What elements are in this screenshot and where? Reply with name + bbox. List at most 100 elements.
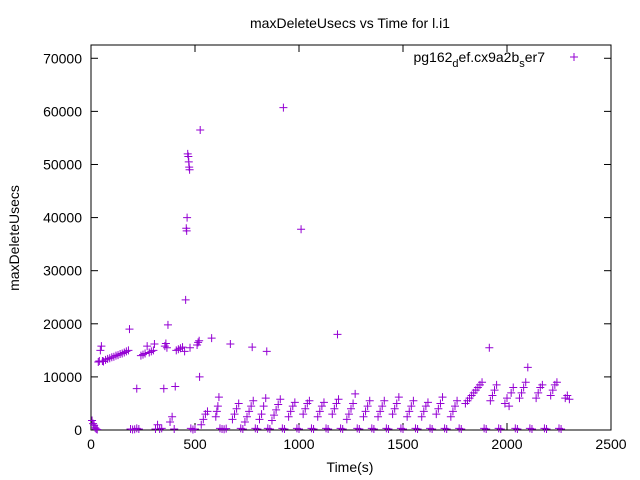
data-point: [367, 424, 376, 433]
data-point: [251, 424, 260, 433]
data-point: [388, 410, 397, 419]
data-point: [305, 396, 314, 405]
data-point: [116, 350, 125, 359]
data-point: [170, 424, 179, 433]
data-point: [118, 349, 127, 358]
data-point: [457, 424, 466, 433]
data-point: [299, 410, 308, 419]
data-point: [180, 347, 189, 356]
data-point: [249, 396, 258, 405]
data-point: [139, 350, 147, 359]
data-point: [265, 424, 274, 433]
data-point: [212, 407, 221, 416]
data-point: [168, 412, 177, 421]
data-point: [492, 380, 501, 389]
y-tick-label: 20000: [43, 316, 82, 332]
data-point: [565, 395, 574, 404]
x-tick-label: 500: [183, 436, 207, 452]
y-tick-label: 60000: [43, 103, 82, 119]
data-point: [494, 424, 503, 433]
data-point: [407, 402, 416, 411]
data-point: [207, 334, 216, 343]
y-tick-label: 40000: [43, 210, 82, 226]
data-point: [253, 424, 262, 433]
data-point: [517, 388, 526, 397]
data-point: [213, 402, 222, 411]
x-tick-label: 1500: [387, 436, 418, 452]
data-point: [261, 394, 270, 403]
data-point: [523, 363, 532, 372]
data-point: [436, 399, 445, 408]
data-point: [150, 339, 159, 348]
data-point: [145, 348, 154, 357]
data-point: [374, 412, 383, 421]
plot-frame: [90, 44, 612, 431]
data-point: [211, 412, 220, 421]
data-point: [272, 405, 281, 414]
data-point: [292, 424, 301, 433]
data-point: [195, 372, 204, 381]
data-point: [301, 404, 310, 413]
data-point: [103, 354, 112, 363]
data-point: [162, 343, 171, 352]
data-point: [428, 424, 437, 433]
data-point: [279, 103, 288, 112]
y-tick-label: 30000: [43, 263, 82, 279]
data-point: [107, 353, 116, 362]
data-point: [134, 424, 143, 433]
y-tick-label: 70000: [43, 50, 82, 66]
data-point: [92, 424, 101, 433]
data-point: [91, 423, 100, 432]
data-point: [413, 424, 422, 433]
data-point: [534, 388, 543, 397]
data-point: [353, 424, 362, 433]
data-point: [557, 424, 566, 433]
data-point: [222, 424, 231, 433]
data-point: [295, 424, 303, 433]
data-point: [546, 391, 555, 400]
data-point: [500, 399, 509, 408]
data-point: [236, 424, 245, 433]
data-point: [136, 351, 145, 360]
data-point: [548, 386, 557, 395]
data-point: [172, 346, 181, 355]
data-point: [163, 320, 172, 329]
data-point: [359, 412, 368, 421]
data-point: [196, 125, 205, 134]
data-point: [171, 382, 180, 391]
data-point: [166, 418, 175, 427]
data-point: [485, 343, 494, 352]
data-point: [197, 420, 206, 429]
data-point: [480, 424, 489, 433]
data-point: [181, 295, 190, 304]
data-point: [417, 412, 426, 421]
data-point: [274, 400, 283, 409]
data-point: [552, 378, 561, 387]
y-axis-label: maxDeleteUsecs: [6, 185, 22, 291]
data-point: [161, 339, 170, 348]
data-point: [411, 424, 420, 433]
data-point: [255, 415, 264, 424]
data-point: [317, 402, 326, 411]
data-point: [228, 415, 237, 424]
data-point: [355, 424, 364, 433]
data-point: [220, 425, 229, 434]
data-point: [405, 407, 414, 416]
data-point: [307, 424, 316, 433]
data-point: [290, 398, 299, 407]
data-point: [120, 348, 129, 357]
data-point: [194, 338, 203, 347]
data-point: [505, 402, 514, 411]
data-point: [188, 425, 197, 434]
data-point: [403, 412, 412, 421]
data-point: [280, 424, 289, 433]
data-point: [525, 424, 534, 433]
data-point: [88, 416, 97, 425]
data-point: [263, 424, 272, 433]
data-point: [455, 424, 464, 433]
data-point: [174, 345, 183, 354]
chart-title: maxDeleteUsecs vs Time for l.i1: [250, 15, 450, 31]
data-point: [288, 402, 297, 411]
data-point: [278, 424, 287, 433]
data-point: [515, 394, 524, 403]
